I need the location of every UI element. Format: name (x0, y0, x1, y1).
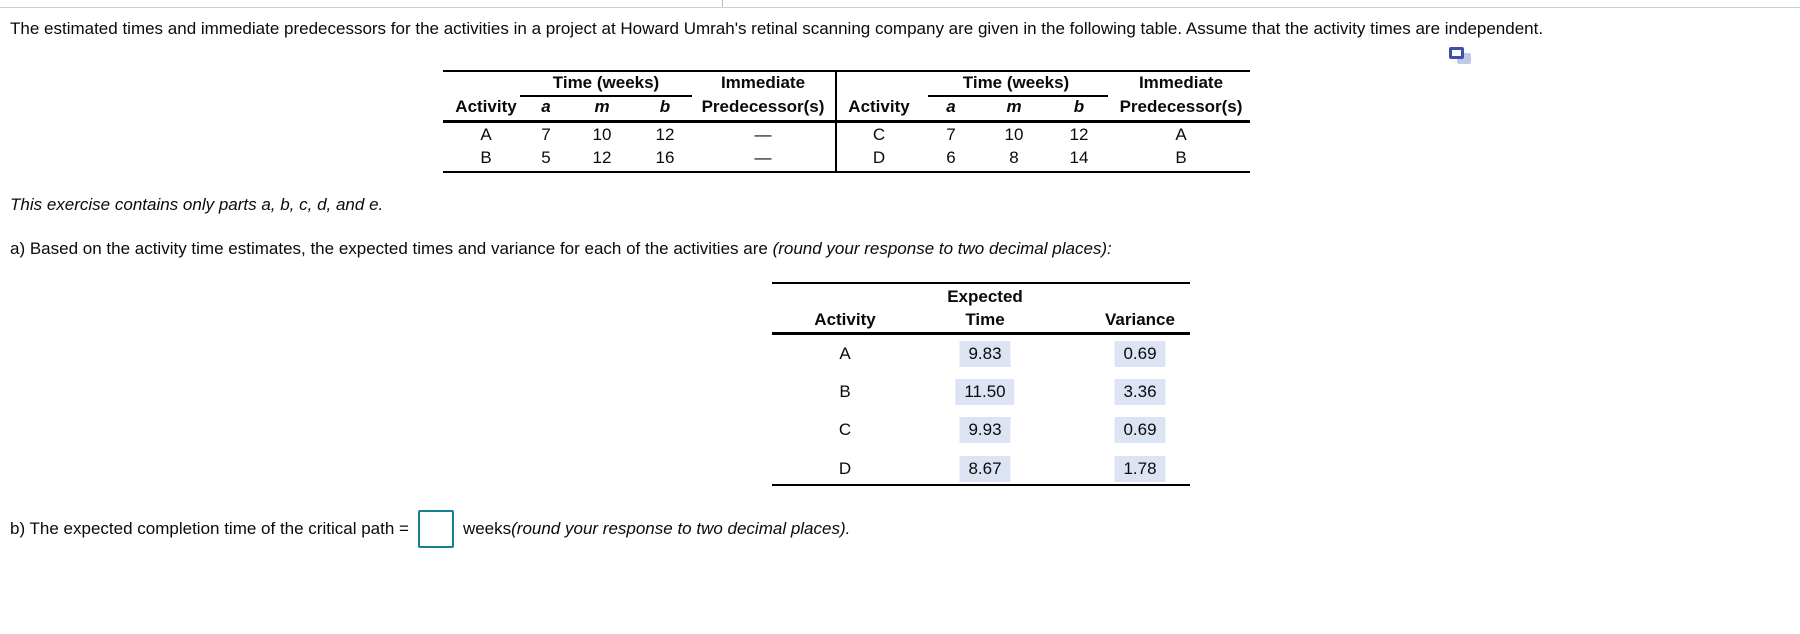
activity-name: C (838, 420, 852, 439)
col-header-expected-line1: Expected (947, 287, 1023, 306)
expected-time-answer-field[interactable]: 11.50 (955, 379, 1015, 405)
predecessor-value: B (1175, 148, 1187, 167)
col-header-variance: Variance (1105, 310, 1175, 329)
part-b-rounding-note: (round your response to two decimal plac… (511, 519, 851, 538)
col-header-time-weeks-left: Time (weeks) (552, 73, 660, 92)
top-tab-separator (722, 0, 723, 7)
top-divider-line (0, 7, 1800, 8)
duplicate-icon-back-window (1457, 53, 1471, 64)
variance-answer-field[interactable]: 0.69 (1114, 341, 1166, 367)
activity-table-center-divider (835, 70, 837, 173)
question-intro-text: The estimated times and immediate predec… (10, 19, 1544, 38)
col-header-predecessors-left: Predecessor(s) (701, 97, 825, 116)
col-header-immediate-right: Immediate (1138, 73, 1224, 92)
col-header-predecessors-right: Predecessor(s) (1119, 97, 1243, 116)
predecessor-value: A (1175, 125, 1187, 144)
col-header-time-weeks-right: Time (weeks) (962, 73, 1070, 92)
results-table-top-rule (772, 282, 1190, 284)
a-value: 6 (946, 148, 956, 167)
part-b-statement: b) The expected completion time of the c… (10, 510, 850, 548)
expected-time-answer-field[interactable]: 9.83 (959, 341, 1011, 367)
col-header-activity-left: Activity (455, 97, 517, 116)
b-value: 16 (655, 148, 675, 167)
activity-name: B (480, 148, 492, 167)
col-header-b-left: b (659, 97, 671, 116)
part-a-text: a) Based on the activity time estimates,… (10, 239, 773, 258)
time-weeks-underline-right (928, 95, 1108, 97)
col-header-expected-line2: Time (965, 310, 1005, 329)
variance-answer-field[interactable]: 0.69 (1114, 417, 1166, 443)
activity-name: B (839, 382, 851, 401)
m-value: 8 (1009, 148, 1019, 167)
activity-name: D (872, 148, 886, 167)
col-header-immediate-left: Immediate (720, 73, 806, 92)
a-value: 5 (541, 148, 551, 167)
results-table-header-rule (772, 332, 1190, 335)
activity-name: C (872, 125, 886, 144)
part-a-rounding-note: (round your response to two decimal plac… (772, 239, 1112, 258)
variance-answer-field[interactable]: 1.78 (1114, 456, 1166, 482)
predecessor-value: — (754, 125, 772, 144)
expected-time-answer-field[interactable]: 9.93 (959, 417, 1011, 443)
b-value: 14 (1069, 148, 1089, 167)
a-value: 7 (946, 125, 956, 144)
col-header-m-left: m (594, 97, 610, 116)
b-value: 12 (655, 125, 675, 144)
variance-answer-field[interactable]: 3.36 (1114, 379, 1166, 405)
m-value: 10 (1004, 125, 1024, 144)
part-b-text: b) The expected completion time of the c… (10, 519, 409, 538)
expected-time-answer-field[interactable]: 8.67 (959, 456, 1011, 482)
part-b-units: weeks (462, 519, 512, 538)
b-value: 12 (1069, 125, 1089, 144)
col-header-activity-right: Activity (848, 97, 910, 116)
predecessor-value: — (754, 148, 772, 167)
col-header-m-right: m (1006, 97, 1022, 116)
part-a-statement: a) Based on the activity time estimates,… (10, 239, 1112, 259)
m-value: 10 (592, 125, 612, 144)
col-header-activity: Activity (814, 310, 876, 329)
duplicate-question-icon[interactable] (1449, 47, 1473, 66)
activity-table-top-rule (443, 70, 1250, 72)
results-table-bottom-rule (772, 484, 1190, 486)
col-header-a-right: a (946, 97, 956, 116)
activity-name: A (839, 344, 851, 363)
exercise-scope-note: This exercise contains only parts a, b, … (10, 195, 384, 214)
activity-table-header-rule (443, 120, 1250, 123)
col-header-a-left: a (541, 97, 551, 116)
col-header-b-right: b (1073, 97, 1085, 116)
m-value: 12 (592, 148, 612, 167)
activity-name: A (480, 125, 492, 144)
activity-table-bottom-rule (443, 171, 1250, 173)
a-value: 7 (541, 125, 551, 144)
duplicate-icon-front-window (1449, 47, 1464, 59)
activity-name: D (838, 459, 852, 478)
time-weeks-underline-left (520, 95, 692, 97)
critical-path-time-input[interactable] (417, 510, 454, 548)
